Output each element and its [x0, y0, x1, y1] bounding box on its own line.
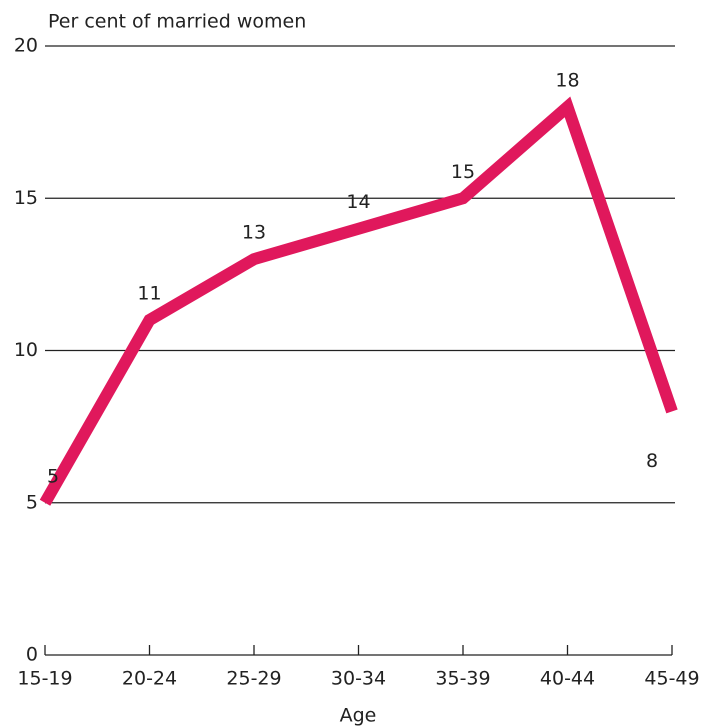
data-label: 11: [137, 283, 161, 305]
data-label: 14: [346, 191, 370, 213]
x-tick-label: 20-24: [122, 668, 177, 690]
x-tick-label: 40-44: [540, 668, 595, 690]
x-tick-label: 15-19: [17, 668, 72, 690]
data-label: 18: [555, 69, 579, 91]
x-tick-label: 45-49: [644, 668, 699, 690]
y-axis-title: Per cent of married women: [48, 11, 306, 33]
y-tick-label: 10: [14, 339, 38, 361]
y-tick-label: 15: [14, 187, 38, 209]
data-label: 13: [242, 222, 266, 244]
y-tick-label: 20: [14, 35, 38, 57]
y-tick-label: 5: [26, 491, 38, 513]
x-tick-label: 35-39: [435, 668, 490, 690]
data-label: 5: [47, 465, 59, 487]
x-axis-title: Age: [340, 705, 377, 727]
data-label: 8: [646, 450, 658, 472]
y-tick-label: 0: [26, 644, 38, 666]
x-tick-label: 25-29: [226, 668, 281, 690]
data-label: 15: [451, 161, 475, 183]
x-tick-label: 30-34: [331, 668, 386, 690]
line-series: [39, 96, 678, 506]
